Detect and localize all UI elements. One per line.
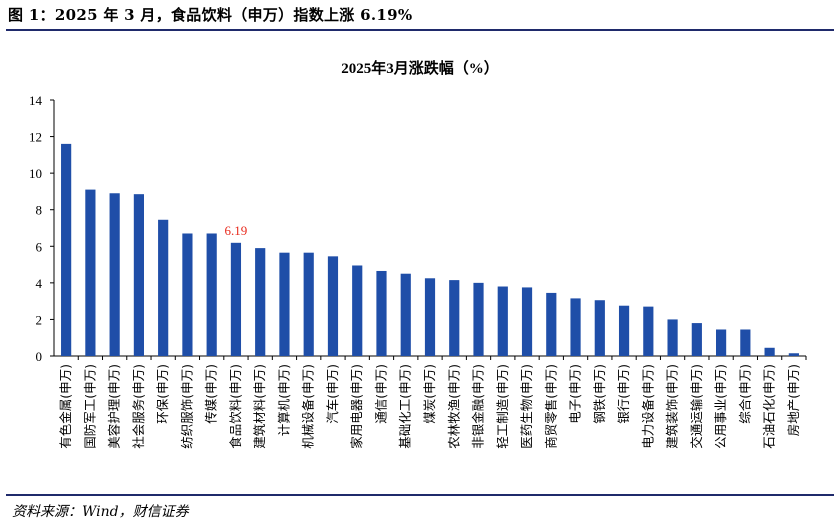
y-tick-label: 10	[29, 166, 42, 181]
bar	[133, 194, 144, 356]
bar	[230, 242, 242, 356]
bar	[327, 256, 339, 356]
source-note: 资料来源：Wind，财信证券	[12, 504, 189, 520]
bar	[570, 298, 581, 356]
y-tick-label: 4	[36, 276, 43, 291]
bar	[303, 252, 314, 356]
bottom-rule	[6, 494, 834, 496]
bar	[473, 282, 484, 356]
y-tick-label: 14	[29, 93, 43, 108]
bar	[109, 193, 120, 356]
annotations: 6.19	[225, 223, 248, 238]
x-tick-label: 美容护理(申万)	[107, 364, 122, 449]
x-tick-label: 电子(申万)	[568, 364, 583, 424]
x-tick-label: 社会服务(申万)	[131, 364, 146, 449]
bar	[788, 353, 799, 356]
x-tick-label: 汽车(申万)	[325, 364, 340, 424]
x-tick-label: 煤炭(申万)	[422, 364, 437, 424]
x-tick-label: 轻工制造(申万)	[495, 364, 510, 449]
y-tick-label: 8	[36, 203, 43, 218]
bar	[764, 347, 775, 356]
top-rule	[6, 29, 834, 31]
x-tick-label: 交通运输(申万)	[689, 364, 704, 449]
x-tick-label: 有色金属(申万)	[58, 364, 73, 449]
bar	[376, 270, 387, 356]
bar	[449, 280, 460, 356]
y-tick-labels: 0 2 4 6 8 10 12 14	[29, 93, 43, 364]
bar	[400, 273, 411, 356]
bar	[206, 233, 217, 356]
y-tick-label: 2	[36, 312, 43, 327]
x-tick-label: 电力设备(申万)	[640, 364, 655, 449]
x-tick-label: 建筑材料(申万)	[252, 364, 267, 449]
bar	[61, 143, 72, 356]
bar	[643, 306, 654, 356]
bar	[594, 300, 605, 356]
x-tick-label: 综合(申万)	[737, 364, 752, 424]
x-tick-label: 商贸零售(申万)	[543, 364, 558, 449]
x-tick-label: 公用事业(申万)	[713, 364, 728, 449]
bar	[85, 189, 96, 356]
bar	[182, 233, 193, 356]
x-tick-label: 通信(申万)	[373, 364, 388, 424]
x-tick-label: 基础化工(申万)	[398, 364, 413, 449]
x-tick-label: 计算机(申万)	[276, 364, 291, 436]
bar	[618, 305, 630, 356]
chart-title: 2025年3月涨跌幅（%）	[341, 59, 499, 77]
bar	[352, 265, 363, 356]
bar	[497, 286, 508, 356]
bar	[691, 323, 702, 356]
bar	[279, 252, 290, 356]
y-tick-label: 6	[36, 239, 43, 254]
data-label: 6.19	[225, 223, 248, 238]
bar	[424, 278, 436, 356]
bar	[158, 219, 169, 356]
x-tick-label: 纺织服饰(申万)	[179, 364, 194, 449]
x-tick-labels: 有色金属(申万) 国防军工(申万) 美容护理(申万) 社会服务(申万) 环保(申万) 纺织…	[58, 364, 801, 449]
x-tick-label: 传媒(申万)	[204, 364, 219, 424]
bar	[255, 248, 266, 356]
x-tick-label: 农林牧渔(申万)	[446, 364, 461, 449]
x-tick-label: 医药生物(申万)	[519, 364, 534, 449]
y-tick-label: 0	[36, 349, 43, 364]
figure-title: 图 1：2025 年 3 月，食品饮料（申万）指数上涨 6.19%	[8, 6, 413, 24]
x-tick-label: 非银金融(申万)	[471, 364, 486, 449]
bar	[667, 319, 678, 356]
x-tick-label: 钢铁(申万)	[592, 364, 607, 424]
x-tick-label: 家用电器(申万)	[349, 364, 364, 449]
bar	[546, 292, 557, 356]
x-tick-label: 国防军工(申万)	[82, 364, 97, 449]
x-tick-label: 房地产(申万)	[786, 364, 801, 436]
x-tick-label: 建筑装饰(申万)	[665, 364, 680, 449]
bars	[61, 143, 799, 356]
x-tick-label: 石油石化(申万)	[762, 364, 777, 449]
bar	[716, 329, 727, 356]
y-tick-label: 12	[29, 130, 42, 145]
x-tick-label: 环保(申万)	[155, 364, 170, 424]
bar	[740, 329, 751, 356]
bar	[521, 287, 533, 356]
x-tick-label: 机械设备(申万)	[301, 364, 316, 449]
x-tick-label: 食品饮料(申万)	[228, 364, 243, 449]
x-tick-label: 银行(申万)	[616, 364, 631, 424]
